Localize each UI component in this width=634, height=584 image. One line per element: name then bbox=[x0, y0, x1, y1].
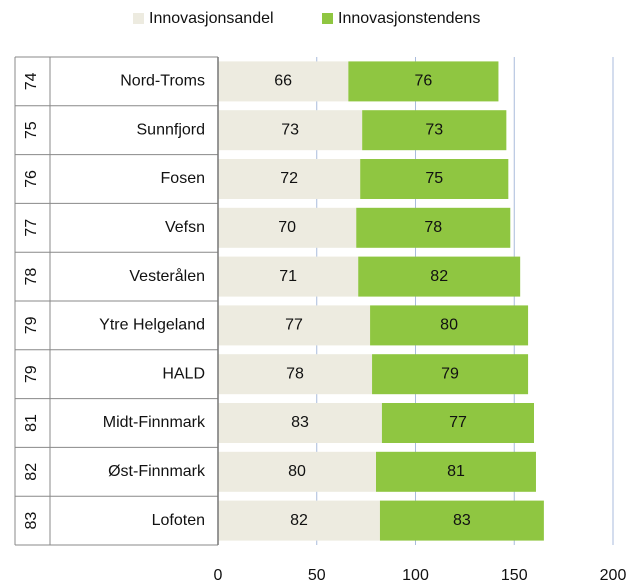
data-label: 78 bbox=[424, 219, 442, 236]
data-label: 77 bbox=[285, 317, 303, 334]
data-label: 83 bbox=[453, 512, 471, 529]
category-label: Sunnfjord bbox=[137, 121, 206, 138]
bar-segment bbox=[218, 61, 349, 102]
bar-segment bbox=[370, 305, 529, 346]
rank-label: 77 bbox=[23, 219, 40, 237]
data-label: 76 bbox=[415, 73, 433, 90]
rank-label: 76 bbox=[23, 170, 40, 188]
category-label: Vefsn bbox=[165, 219, 205, 236]
legend-label: Innovasjonsandel bbox=[149, 10, 274, 27]
bar-segment bbox=[218, 451, 376, 492]
data-label: 77 bbox=[449, 414, 467, 431]
legend-swatch bbox=[133, 13, 144, 24]
rank-label: 78 bbox=[23, 268, 40, 286]
data-label: 66 bbox=[274, 73, 292, 90]
x-tick-label: 50 bbox=[308, 567, 326, 584]
bar-segment bbox=[218, 256, 359, 297]
category-label: Vesterålen bbox=[129, 267, 205, 285]
bar-segment bbox=[218, 403, 382, 443]
data-label: 75 bbox=[425, 170, 443, 187]
rank-label: 81 bbox=[23, 414, 40, 432]
bar-segment bbox=[360, 159, 509, 199]
category-label: Øst-Finnmark bbox=[108, 463, 206, 480]
data-label: 82 bbox=[430, 268, 448, 285]
bar-segment bbox=[218, 354, 373, 395]
category-label: HALD bbox=[162, 365, 205, 382]
data-label: 78 bbox=[286, 365, 304, 382]
rank-label: 83 bbox=[23, 512, 40, 530]
category-label: Midt-Finnmark bbox=[103, 414, 206, 431]
bar-segment bbox=[218, 500, 380, 541]
data-label: 79 bbox=[441, 365, 459, 382]
rank-label: 79 bbox=[23, 365, 40, 383]
data-label: 83 bbox=[291, 414, 309, 431]
bar-segment bbox=[218, 110, 363, 151]
rank-label: 75 bbox=[23, 121, 40, 139]
category-label: Fosen bbox=[161, 170, 205, 187]
data-label: 73 bbox=[425, 121, 443, 138]
bar-segment bbox=[218, 207, 357, 248]
bar-segment bbox=[372, 354, 529, 395]
legend-swatch bbox=[322, 13, 333, 24]
bar-segment bbox=[358, 256, 521, 297]
x-tick-label: 150 bbox=[501, 567, 528, 584]
rank-label: 82 bbox=[23, 463, 40, 481]
x-tick-label: 200 bbox=[600, 567, 627, 584]
data-label: 72 bbox=[280, 170, 298, 187]
bar-segment bbox=[218, 305, 371, 346]
rank-label: 79 bbox=[23, 316, 40, 334]
data-label: 73 bbox=[281, 121, 299, 138]
data-label: 81 bbox=[447, 463, 465, 480]
legend-label: Innovasjonstendens bbox=[338, 10, 480, 27]
bar-segment bbox=[379, 500, 544, 541]
bar-segment bbox=[376, 451, 536, 492]
bar-segment bbox=[362, 110, 507, 151]
bar-segment bbox=[218, 159, 361, 199]
category-label: Nord-Troms bbox=[120, 73, 205, 90]
data-label: 82 bbox=[290, 512, 308, 529]
category-label: Lofoten bbox=[152, 512, 205, 529]
rank-label: 74 bbox=[23, 72, 40, 90]
data-label: 80 bbox=[440, 317, 458, 334]
data-label: 70 bbox=[278, 219, 296, 236]
category-label: Ytre Helgeland bbox=[99, 317, 205, 334]
x-tick-label: 0 bbox=[214, 567, 223, 584]
bar-segment bbox=[348, 61, 499, 102]
data-label: 71 bbox=[279, 268, 297, 285]
bar-segment bbox=[356, 207, 511, 248]
data-label: 80 bbox=[288, 463, 306, 480]
x-tick-label: 100 bbox=[402, 567, 429, 584]
bar-segment bbox=[381, 403, 534, 443]
